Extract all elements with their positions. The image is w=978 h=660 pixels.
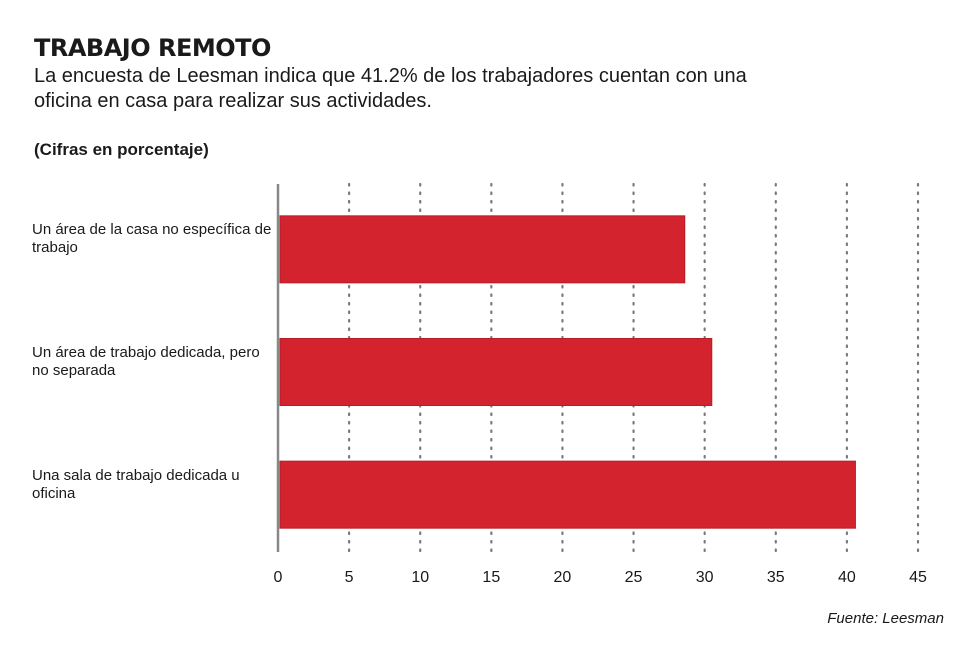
bar bbox=[279, 215, 686, 284]
bar bbox=[279, 460, 856, 529]
x-tick-label: 5 bbox=[345, 569, 354, 586]
x-tick-label: 10 bbox=[411, 569, 429, 586]
source-note: Fuente: Leesman bbox=[827, 610, 944, 627]
category-label: Un área de trabajo dedicada, pero no sep… bbox=[32, 344, 260, 379]
x-tick-label: 40 bbox=[838, 569, 856, 586]
x-tick-label: 35 bbox=[767, 569, 785, 586]
x-tick-label: 15 bbox=[482, 569, 500, 586]
category-label: Un área de la casa no específica de trab… bbox=[32, 221, 272, 257]
x-tick-label: 20 bbox=[554, 569, 572, 586]
x-tick-label: 25 bbox=[625, 569, 643, 586]
bar bbox=[279, 338, 713, 406]
x-tick-label: 45 bbox=[909, 569, 927, 586]
units-note: (Cifras en porcentaje) bbox=[34, 140, 209, 159]
category-label: Una sala de trabajo dedicada u oficina bbox=[32, 466, 240, 502]
x-tick-label: 0 bbox=[274, 569, 283, 586]
chart-subtitle: La encuesta de Leesman indica que 41.2% … bbox=[34, 65, 747, 112]
x-tick-label: 30 bbox=[696, 569, 714, 586]
chart-title: TRABAJO REMOTO bbox=[34, 34, 271, 62]
